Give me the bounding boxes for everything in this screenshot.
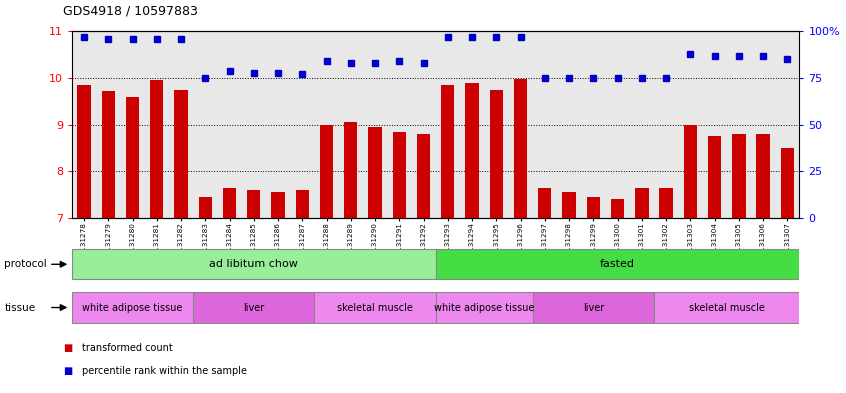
Bar [557,31,581,218]
Bar [563,193,576,218]
Text: transformed count: transformed count [82,343,173,353]
Bar [320,125,333,218]
Bar [242,31,266,218]
Bar [295,190,309,218]
Bar [654,31,678,218]
Bar [581,31,606,218]
Text: percentile rank within the sample: percentile rank within the sample [82,366,247,376]
Bar [460,31,484,218]
Bar [436,249,799,279]
Text: skeletal muscle: skeletal muscle [337,303,413,312]
Bar [684,125,697,218]
Bar [490,90,503,218]
Bar [606,31,629,218]
Text: ad libitum chow: ad libitum chow [209,259,299,269]
Bar [102,91,115,218]
Bar [727,31,751,218]
Bar [659,188,673,218]
Text: protocol: protocol [4,259,47,269]
Bar [611,199,624,218]
Bar [756,134,770,218]
Bar [586,197,600,218]
Bar [266,31,290,218]
Bar [732,134,745,218]
Text: liver: liver [243,303,265,312]
Bar [199,197,212,218]
Bar [120,31,145,218]
Bar [417,134,431,218]
Bar [441,85,454,218]
Bar [654,292,799,323]
Bar [533,31,557,218]
Bar [315,31,338,218]
Bar [393,132,406,218]
Text: liver: liver [583,303,604,312]
Bar [338,31,363,218]
Bar [484,31,508,218]
Bar [635,188,649,218]
Bar [72,31,96,218]
Bar [344,123,358,218]
Text: fasted: fasted [600,259,635,269]
Bar [629,31,654,218]
Text: skeletal muscle: skeletal muscle [689,303,765,312]
Bar [465,83,479,218]
Bar [678,31,702,218]
Bar [315,292,436,323]
Bar [247,190,261,218]
Bar [72,292,193,323]
Bar [169,31,193,218]
Bar [290,31,315,218]
Bar [126,97,140,218]
Bar [217,31,242,218]
Bar [96,31,120,218]
Bar [222,188,236,218]
Bar [77,85,91,218]
Bar [708,136,722,218]
Bar [508,31,533,218]
Bar [411,31,436,218]
Bar [387,31,411,218]
Text: tissue: tissue [4,303,36,312]
Text: white adipose tissue: white adipose tissue [434,303,535,312]
Bar [781,148,794,218]
Bar [514,79,527,218]
Bar [436,31,460,218]
Bar [72,249,436,279]
Bar [775,31,799,218]
Bar [145,31,169,218]
Bar [538,188,552,218]
Bar [272,193,285,218]
Bar [751,31,775,218]
Bar [436,292,533,323]
Bar [150,81,163,218]
Text: white adipose tissue: white adipose tissue [82,303,183,312]
Bar [174,90,188,218]
Text: ■: ■ [63,343,73,353]
Bar [533,292,654,323]
Bar [193,31,217,218]
Bar [702,31,727,218]
Text: GDS4918 / 10597883: GDS4918 / 10597883 [63,5,198,18]
Bar [193,292,315,323]
Text: ■: ■ [63,366,73,376]
Bar [368,127,382,218]
Bar [363,31,387,218]
